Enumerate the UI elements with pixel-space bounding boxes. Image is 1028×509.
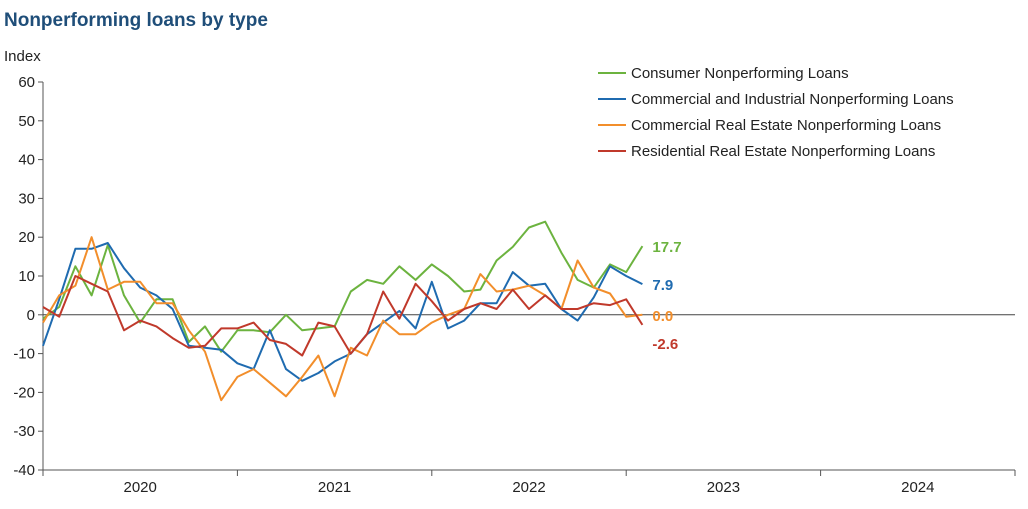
end-value-label: 17.7 [652,239,681,256]
x-tick-label: 2020 [124,479,157,496]
y-tick-label: 30 [18,190,35,207]
legend-label: Commercial and Industrial Nonperforming … [631,91,954,108]
chart-title: Nonperforming loans by type [4,10,268,31]
y-tick-label: -10 [13,346,35,363]
legend-label: Consumer Nonperforming Loans [631,65,849,82]
legend-label: Residential Real Estate Nonperforming Lo… [631,143,935,160]
series-line [42,236,643,402]
x-tick-label: 2023 [707,479,740,496]
y-tick-label: 20 [18,229,35,246]
x-tick-label: 2022 [512,479,545,496]
end-labels: 17.7 7.9 0.0 -2.6 [652,239,681,353]
y-tick-label: 50 [18,113,35,130]
end-value-label: -2.6 [652,336,678,353]
end-value-label: 0.0 [652,308,673,325]
legend: Consumer Nonperforming Loans Commercial a… [598,65,954,160]
y-tick-label: 10 [18,268,35,285]
y-tick-label: 0 [27,307,35,324]
end-value-label: 7.9 [652,277,673,294]
series-line [42,220,644,353]
y-tick-label: -30 [13,423,35,440]
x-tick-label: 2021 [318,479,351,496]
y-tick-label: 40 [18,152,35,169]
series-line [42,242,643,382]
y-axis: 60 50 40 30 20 10 0 -10 -20 -30 -40 [13,74,44,479]
y-axis-label: Index [4,48,41,65]
y-tick-label: -40 [13,462,35,479]
series-line [42,275,644,357]
legend-label: Commercial Real Estate Nonperforming Loa… [631,117,941,134]
series-lines [42,220,644,402]
x-axis: 2020 2021 2022 2023 2024 [42,314,1016,496]
y-tick-label: 60 [18,74,35,91]
x-tick-label: 2024 [901,479,934,496]
y-tick-label: -20 [13,384,35,401]
